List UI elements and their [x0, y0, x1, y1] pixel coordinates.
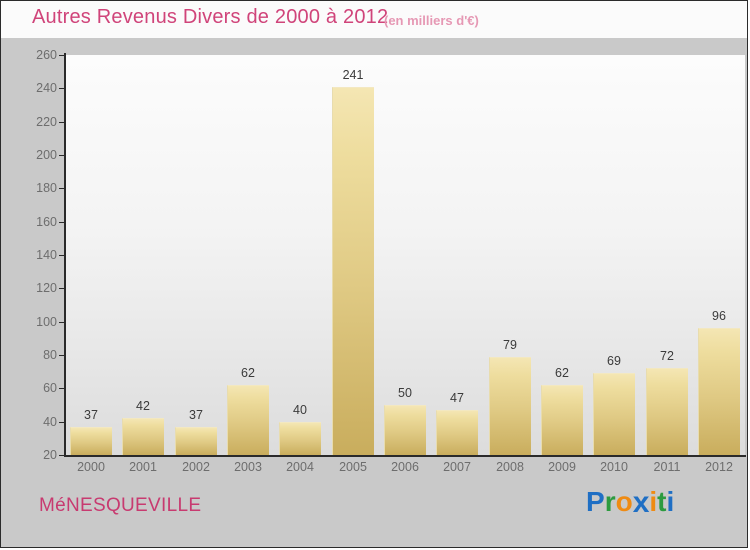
x-axis-label: 2004: [286, 460, 314, 474]
x-axis-line: [64, 455, 746, 457]
y-axis-tick: [59, 388, 66, 389]
bar-column[interactable]: [227, 55, 269, 455]
bar-column[interactable]: [646, 55, 688, 455]
bar-column[interactable]: [436, 55, 478, 455]
bar-column[interactable]: [698, 55, 740, 455]
x-axis-label: 2011: [653, 460, 681, 474]
bar-column[interactable]: [70, 55, 112, 455]
logo-letter-t-5: t: [657, 486, 667, 517]
y-axis-label: 140: [36, 248, 57, 262]
logo-letter-r-1: r: [604, 486, 616, 517]
y-axis-label: 60: [43, 381, 57, 395]
bar[interactable]: [332, 87, 374, 455]
bar[interactable]: [279, 422, 321, 455]
bar-value-label: 79: [503, 338, 517, 352]
y-axis-tick: [59, 255, 66, 256]
bar[interactable]: [698, 328, 740, 455]
x-axis-label: 2007: [443, 460, 471, 474]
bar-value-label: 37: [84, 408, 98, 422]
x-axis-label: 2000: [77, 460, 105, 474]
x-axis-label: 2006: [391, 460, 419, 474]
x-axis-label: 2005: [339, 460, 367, 474]
y-axis-tick: [59, 222, 66, 223]
bar-column[interactable]: [175, 55, 217, 455]
x-axis-label: 2009: [548, 460, 576, 474]
x-axis-label: 2012: [705, 460, 733, 474]
y-axis-label: 240: [36, 81, 57, 95]
y-axis-tick: [59, 288, 66, 289]
bar-column[interactable]: [332, 55, 374, 455]
y-axis-label: 120: [36, 281, 57, 295]
bar-value-label: 96: [712, 309, 726, 323]
x-axis-label: 2002: [182, 460, 210, 474]
y-axis-label: 180: [36, 181, 57, 195]
bar-value-label: 40: [293, 403, 307, 417]
logo-letter-i-6: i: [666, 486, 675, 517]
y-axis-tick: [59, 422, 66, 423]
bar[interactable]: [541, 385, 583, 455]
y-axis-label: 100: [36, 315, 57, 329]
bar-value-label: 241: [342, 68, 364, 82]
bar-value-label: 42: [136, 399, 150, 413]
bar-value-label: 72: [660, 349, 674, 363]
y-axis-label: 220: [36, 115, 57, 129]
bar[interactable]: [593, 373, 635, 455]
chart-unit-subtitle: (en milliers d'€): [384, 13, 479, 28]
x-axis-label: 2001: [129, 460, 157, 474]
bar-value-label: 62: [555, 366, 569, 380]
y-axis-label: 80: [43, 348, 57, 362]
x-axis-label: 2010: [600, 460, 628, 474]
bar-column[interactable]: [541, 55, 583, 455]
y-axis-tick: [59, 322, 66, 323]
y-axis-tick: [59, 355, 66, 356]
bar-column[interactable]: [489, 55, 531, 455]
bar-value-label: 50: [398, 386, 412, 400]
y-axis-label: 20: [43, 448, 57, 462]
logo-letter-i-4: i: [649, 486, 658, 517]
bar[interactable]: [175, 427, 217, 455]
bar[interactable]: [122, 418, 164, 455]
x-axis-label: 2003: [234, 460, 262, 474]
y-axis-label: 40: [43, 415, 57, 429]
y-axis-label: 260: [36, 48, 57, 62]
bar-column[interactable]: [122, 55, 164, 455]
x-axis-label: 2008: [496, 460, 524, 474]
y-axis-tick: [59, 122, 66, 123]
bar-value-label: 37: [189, 408, 203, 422]
bar[interactable]: [227, 385, 269, 455]
y-axis-tick: [59, 455, 66, 456]
logo-letter-P-0: P: [586, 486, 605, 517]
bar-column[interactable]: [593, 55, 635, 455]
y-axis-tick: [59, 188, 66, 189]
bar[interactable]: [436, 410, 478, 455]
bar[interactable]: [70, 427, 112, 455]
bar-value-label: 69: [607, 354, 621, 368]
bar-column[interactable]: [279, 55, 321, 455]
y-axis-tick: [59, 88, 66, 89]
bar-value-label: 47: [450, 391, 464, 405]
bar[interactable]: [646, 368, 688, 455]
chart-footer: MéNESQUEVILLE Proxiti: [1, 473, 747, 547]
logo-letter-o-2: o: [615, 486, 633, 517]
bar[interactable]: [384, 405, 426, 455]
proxiti-logo[interactable]: Proxiti: [586, 485, 674, 519]
bar-column[interactable]: [384, 55, 426, 455]
bar[interactable]: [489, 357, 531, 455]
y-axis-label: 160: [36, 215, 57, 229]
city-name: MéNESQUEVILLE: [39, 495, 202, 516]
bar-value-label: 62: [241, 366, 255, 380]
chart-header: Autres Revenus Divers de 2000 à 2012 (en…: [1, 1, 747, 38]
logo-letter-x-3: x: [632, 486, 650, 519]
page-title: Autres Revenus Divers de 2000 à 2012: [32, 6, 389, 28]
y-axis-tick: [59, 55, 66, 56]
y-axis-label: 200: [36, 148, 57, 162]
y-axis-tick: [59, 155, 66, 156]
